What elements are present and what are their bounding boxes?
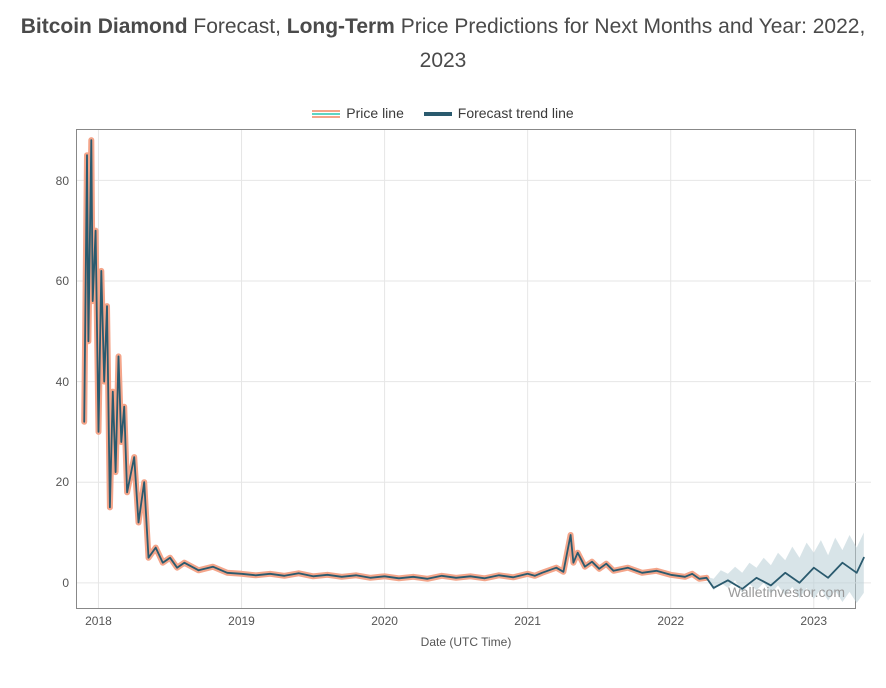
x-tick-label: 2022 [657, 614, 684, 628]
title-bold-3: Long-Term [287, 15, 395, 38]
watermark: Walletinvestor.com [728, 584, 845, 600]
chart-frame: Trend Line (Long Term) Walletinvestor.co… [76, 129, 856, 649]
x-tick-label: 2018 [85, 614, 112, 628]
title-part-4: Price Predictions for Next Months and Ye… [395, 15, 865, 72]
x-axis-title: Date (UTC Time) [76, 635, 856, 649]
x-tick-label: 2020 [371, 614, 398, 628]
x-tick-label: 2023 [800, 614, 827, 628]
plot-area[interactable]: Walletinvestor.com 020406080201820192020… [76, 129, 856, 609]
legend-swatch-forecast [424, 112, 452, 116]
y-tick-label: 20 [56, 475, 69, 489]
chart-legend: Price line Forecast trend line [20, 105, 866, 121]
y-tick-label: 60 [56, 274, 69, 288]
legend-swatch-price [312, 113, 340, 115]
y-tick-label: 40 [56, 375, 69, 389]
legend-item-forecast[interactable]: Forecast trend line [424, 105, 574, 121]
y-tick-label: 80 [56, 174, 69, 188]
title-part-2: Forecast, [188, 15, 287, 38]
chart-svg [77, 130, 871, 608]
x-tick-label: 2021 [514, 614, 541, 628]
title-bold-1: Bitcoin Diamond [21, 15, 188, 38]
legend-label-forecast: Forecast trend line [458, 105, 574, 121]
legend-label-price: Price line [346, 105, 404, 121]
x-tick-label: 2019 [228, 614, 255, 628]
chart-title: Bitcoin Diamond Forecast, Long-Term Pric… [20, 10, 866, 77]
legend-item-price[interactable]: Price line [312, 105, 404, 121]
y-tick-label: 0 [62, 576, 69, 590]
